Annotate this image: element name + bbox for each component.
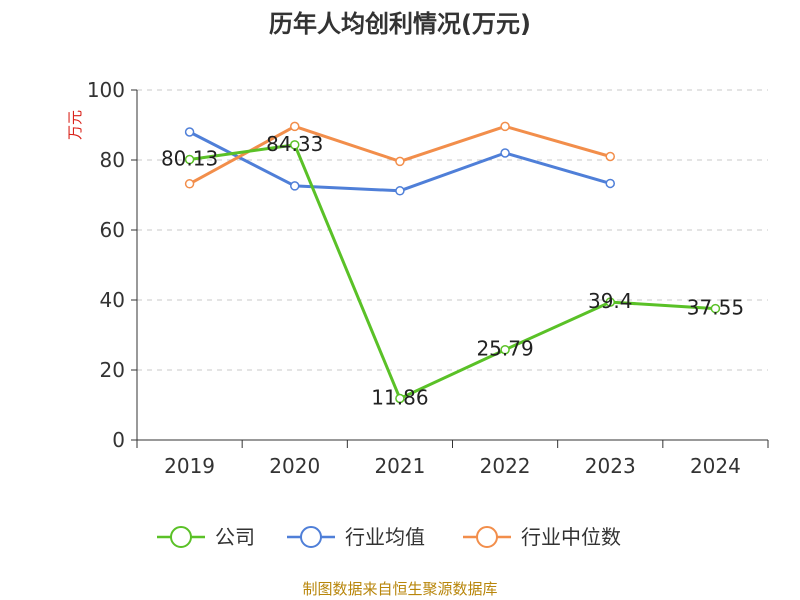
x-tick-label: 2019: [164, 454, 215, 478]
y-tick-label: 100: [87, 78, 125, 102]
data-label: 11.86: [371, 385, 428, 409]
y-tick-label: 60: [100, 218, 125, 242]
y-axis-label: 万元: [66, 110, 84, 140]
data-point[interactable]: [184, 127, 195, 137]
data-point[interactable]: [184, 154, 195, 165]
data-point[interactable]: [500, 148, 510, 158]
y-tick-label: 0: [112, 428, 125, 452]
series-line: [189, 143, 716, 400]
data-point[interactable]: [290, 140, 300, 150]
axes: 0 20 40 60 80 100 2019 2020 2021 2022 2023 2024: [87, 78, 769, 478]
x-tick-label: 2022: [480, 454, 531, 478]
legend-label: 行业中位数: [521, 525, 621, 549]
data-point[interactable]: [500, 121, 510, 132]
legend-marker: [476, 526, 498, 548]
chart-title: 历年人均创利情况(万元): [269, 10, 531, 38]
source-note: 制图数据来自恒生聚源数据库: [302, 580, 497, 598]
series-line: [188, 124, 611, 186]
series-group: [184, 121, 721, 404]
data-point[interactable]: [395, 186, 405, 196]
legend[interactable]: 公司 行业均值 行业中位数: [157, 525, 621, 549]
legend-marker: [300, 526, 322, 548]
data-point[interactable]: [605, 151, 615, 162]
data-point[interactable]: [290, 121, 300, 132]
data-point[interactable]: [710, 303, 721, 314]
y-tick-label: 80: [100, 148, 125, 172]
y-tick-label: 40: [100, 288, 125, 312]
data-point[interactable]: [395, 156, 405, 167]
data-point[interactable]: [395, 393, 405, 404]
data-labels: 80.13 84.33 11.86 25.79 39.4 37.55: [161, 132, 744, 410]
data-point[interactable]: [290, 181, 300, 191]
data-label: 39.4: [588, 289, 633, 313]
data-point[interactable]: [184, 179, 195, 189]
data-point[interactable]: [605, 297, 615, 307]
legend-item[interactable]: 行业中位数: [463, 525, 621, 549]
legend-label: 行业均值: [345, 525, 425, 549]
data-point[interactable]: [500, 344, 510, 355]
x-tick-label: 2024: [690, 454, 741, 478]
data-label: 84.33: [266, 132, 323, 156]
grid: [137, 89, 768, 371]
x-tick-label: 2021: [374, 454, 425, 478]
legend-item[interactable]: 行业均值: [287, 525, 425, 549]
x-tick-label: 2020: [269, 454, 320, 478]
y-tick-label: 20: [100, 358, 125, 382]
data-label: 80.13: [161, 147, 218, 171]
x-tick-label: 2023: [585, 454, 636, 478]
legend-marker: [170, 526, 192, 548]
data-point[interactable]: [605, 178, 615, 189]
data-label: 25.79: [476, 337, 533, 361]
legend-item[interactable]: 公司: [157, 525, 255, 549]
legend-label: 公司: [215, 525, 255, 549]
data-label: 37.55: [687, 296, 744, 320]
